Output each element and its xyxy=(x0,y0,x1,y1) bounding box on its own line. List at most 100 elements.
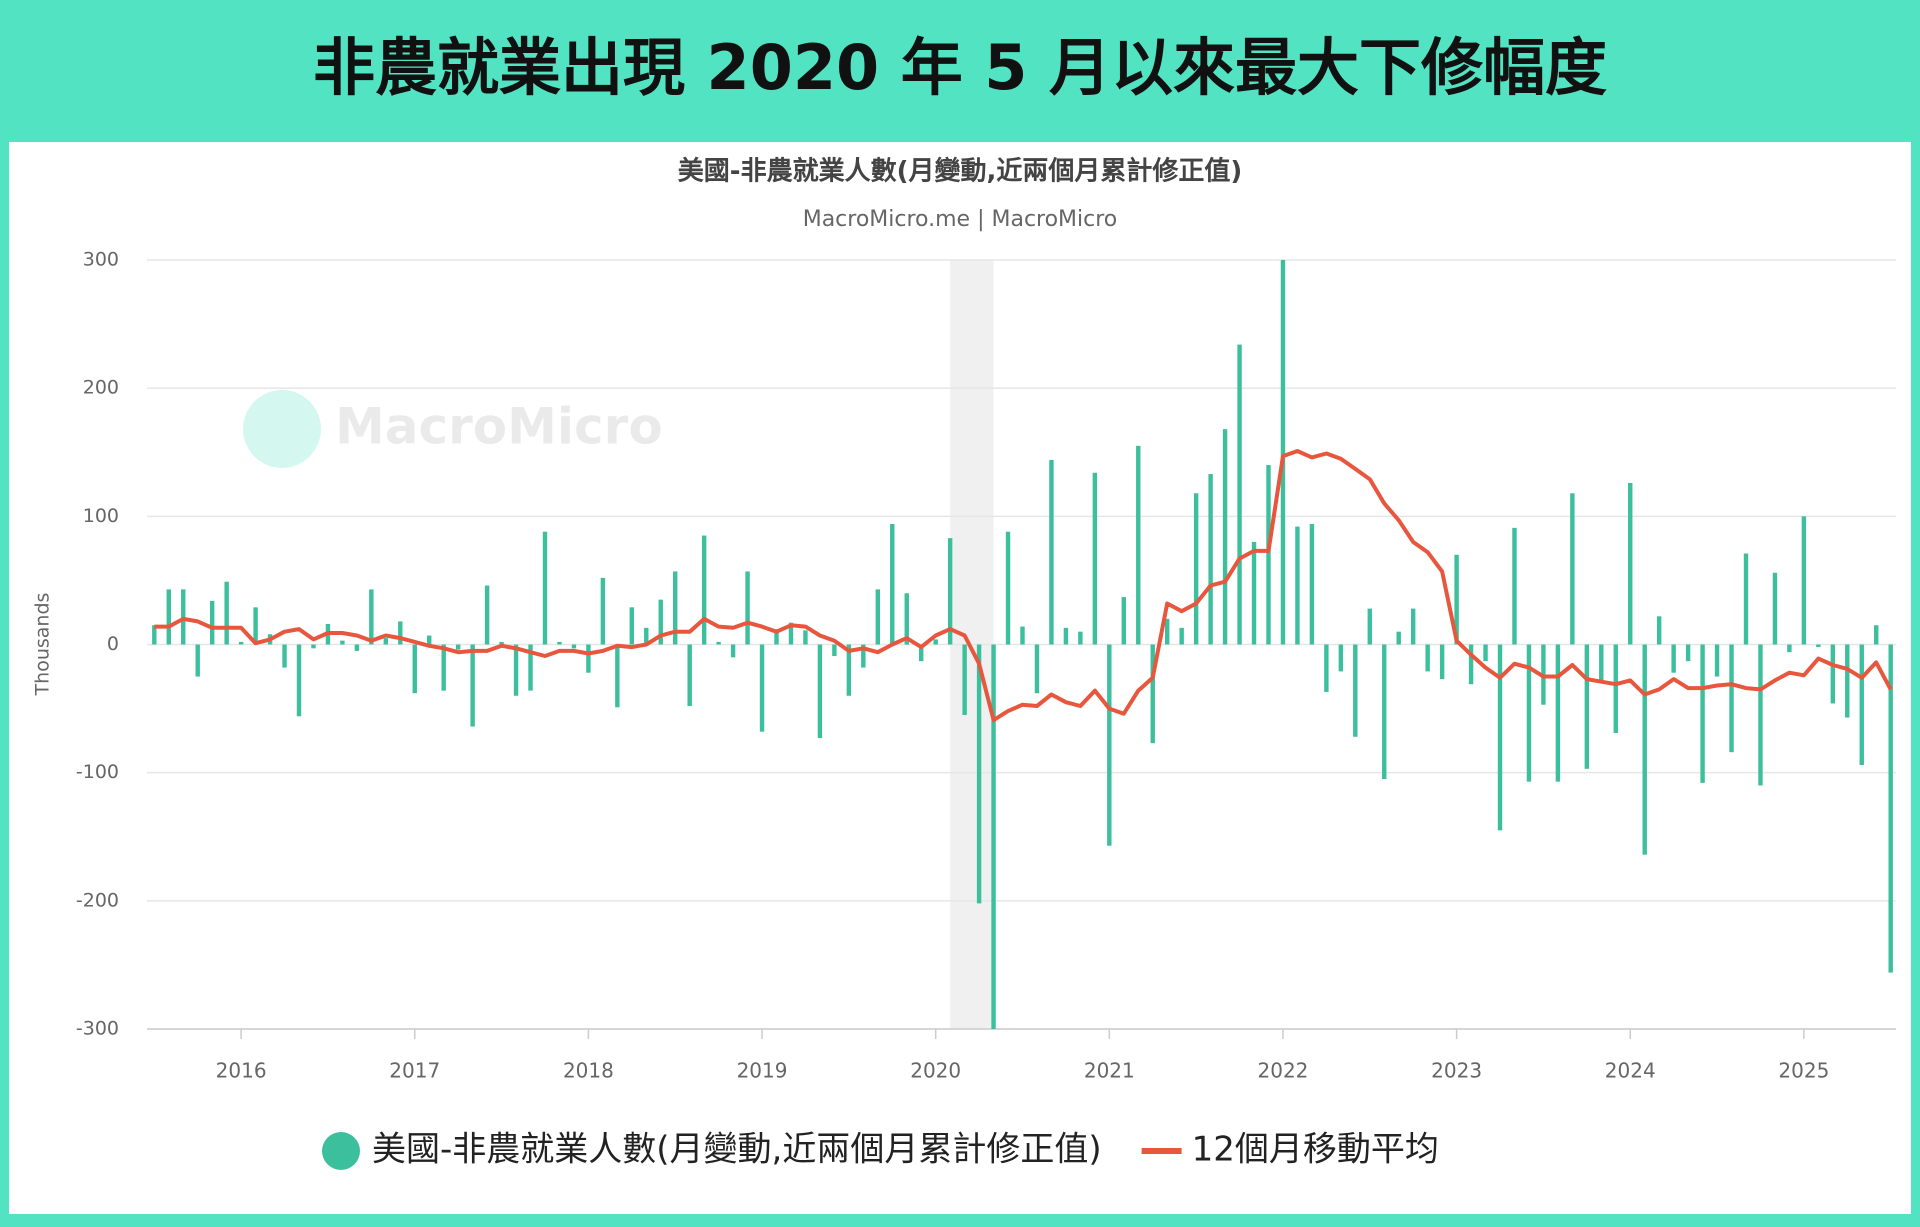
bar xyxy=(1526,644,1532,782)
bar xyxy=(1280,260,1286,645)
bar xyxy=(1208,474,1213,645)
bar xyxy=(1816,644,1821,648)
x-tick-label: 2023 xyxy=(1431,1059,1482,1083)
bar xyxy=(1729,644,1734,753)
y-tick-label: 0 xyxy=(107,633,119,655)
bar xyxy=(586,644,591,673)
bar xyxy=(1656,616,1662,645)
bar xyxy=(1772,572,1778,645)
bar xyxy=(1642,644,1647,855)
bar xyxy=(571,644,577,649)
bar xyxy=(1338,644,1344,672)
bar xyxy=(1859,644,1864,765)
legend-marker xyxy=(322,1132,360,1170)
x-tick-label: 2024 xyxy=(1605,1059,1656,1083)
bar xyxy=(1049,459,1054,645)
bar xyxy=(296,644,302,717)
y-axis-label: Thousands xyxy=(32,593,54,697)
bar xyxy=(890,524,895,645)
bar xyxy=(759,644,765,732)
bar xyxy=(1613,644,1618,733)
bar xyxy=(1222,429,1228,645)
bar xyxy=(238,641,244,645)
bar xyxy=(354,644,360,651)
bar xyxy=(398,621,403,645)
ma-line xyxy=(154,449,1893,723)
bar xyxy=(528,644,533,691)
x-tick-label: 2017 xyxy=(389,1059,440,1083)
bar xyxy=(1179,627,1184,645)
bar xyxy=(745,571,750,645)
bar xyxy=(1382,644,1387,780)
bar xyxy=(369,589,374,645)
bar xyxy=(1758,644,1763,786)
bar xyxy=(716,641,721,645)
bar xyxy=(687,644,692,707)
bar xyxy=(1714,644,1720,677)
bar xyxy=(1309,524,1315,645)
bar xyxy=(1888,644,1893,973)
chart-subtitle: MacroMicro.me | MacroMicro xyxy=(803,207,1118,232)
bar xyxy=(673,571,678,645)
bar xyxy=(152,625,157,645)
x-tick-label: 2019 xyxy=(737,1059,788,1083)
bar xyxy=(195,644,200,677)
bar xyxy=(1005,531,1011,645)
bar xyxy=(1193,493,1199,645)
bar xyxy=(1468,644,1474,685)
bar xyxy=(817,644,823,739)
bar xyxy=(1570,493,1575,645)
y-tick-label: -200 xyxy=(76,889,119,911)
bar xyxy=(1845,644,1850,718)
bar xyxy=(600,577,606,645)
bar xyxy=(1439,644,1445,680)
y-tick-label: 300 xyxy=(83,249,119,271)
bar xyxy=(499,641,504,645)
bar xyxy=(311,644,316,649)
bar xyxy=(730,644,736,658)
bar xyxy=(513,644,519,696)
bar xyxy=(1367,608,1372,645)
x-tick-label: 2022 xyxy=(1258,1059,1309,1083)
bar xyxy=(427,635,432,645)
bar xyxy=(282,644,287,668)
bar xyxy=(861,644,866,668)
x-tick-label: 2016 xyxy=(216,1059,267,1083)
bar xyxy=(412,644,417,694)
bar xyxy=(1121,597,1126,645)
bar xyxy=(1295,526,1300,645)
x-tick-label: 2025 xyxy=(1778,1059,1829,1083)
bar xyxy=(542,531,548,645)
bar xyxy=(1830,644,1836,704)
bar xyxy=(615,644,620,708)
bar xyxy=(904,593,909,645)
x-tick-label: 2020 xyxy=(910,1059,961,1083)
watermark: MacroMicro xyxy=(335,398,663,456)
y-tick-label: 200 xyxy=(83,377,119,399)
bar xyxy=(1165,618,1170,645)
bar xyxy=(1743,553,1749,645)
bar xyxy=(976,644,982,904)
chart-title: 美國-非農就業人數(月變動,近兩個月累計修正值) xyxy=(678,156,1242,187)
bar xyxy=(209,600,215,645)
bar xyxy=(1628,483,1633,645)
page-title: 非農就業出現 2020 年 5 月以來最大下修幅度 xyxy=(313,31,1607,104)
bar xyxy=(1801,516,1807,645)
bar xyxy=(1685,644,1691,662)
bar xyxy=(919,644,924,662)
bar xyxy=(1078,631,1083,645)
bar xyxy=(658,599,663,645)
bar xyxy=(1396,631,1401,645)
bar xyxy=(846,644,852,696)
bar xyxy=(1512,527,1517,645)
bar xyxy=(1020,626,1025,645)
bar xyxy=(441,644,446,691)
bar xyxy=(1237,344,1242,645)
bar xyxy=(253,607,258,645)
bar xyxy=(1353,644,1358,737)
bar xyxy=(1874,625,1879,645)
bar xyxy=(1266,465,1271,645)
bar xyxy=(224,581,229,645)
